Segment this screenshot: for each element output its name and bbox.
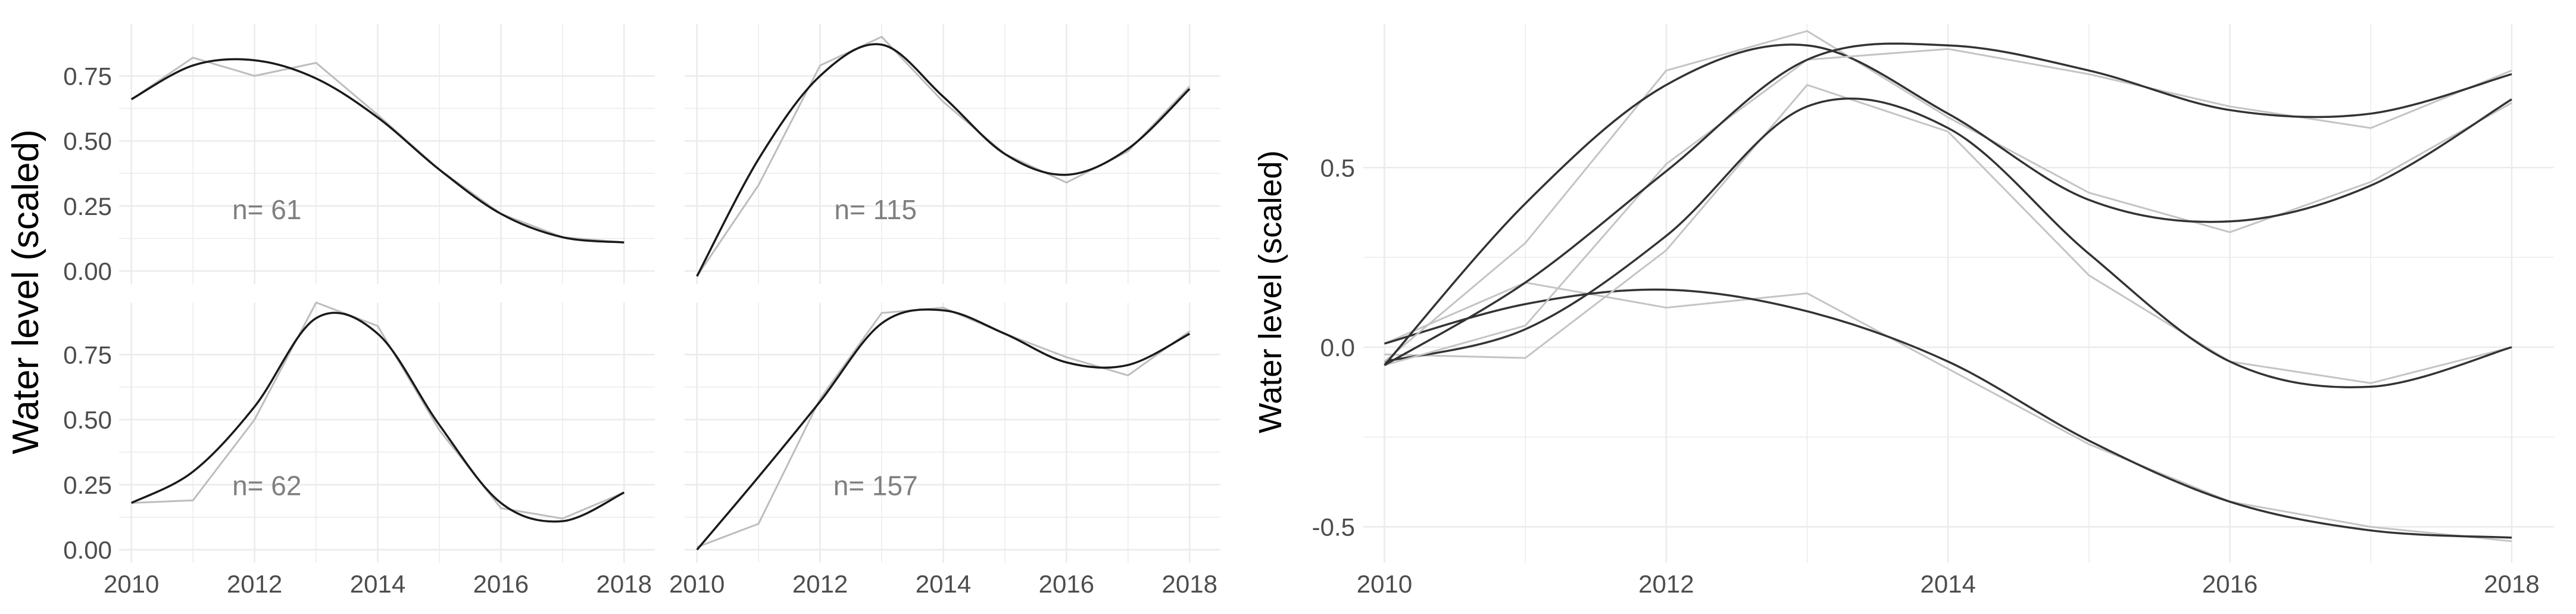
y-axis-title-left: Water level (scaled) [5,129,46,454]
panel-count-label: n= 157 [833,470,918,501]
x-tick-label: 2012 [1638,570,1694,598]
x-tick-label: 2016 [2202,570,2257,598]
facet-panel-3: n= 62 [119,301,655,563]
x-tick-label: 2014 [350,570,405,598]
raw-series-line-4 [1384,48,2512,366]
panel-count-label: n= 62 [232,470,301,501]
y-tick-label: 0.0 [1320,334,1355,361]
x-tick-label: 2010 [1357,570,1412,598]
smoothed-series-line-3 [1384,43,2512,366]
y-tick-label: 0.25 [63,192,112,220]
y-tick-label: 0.5 [1320,154,1355,182]
x-tick-label: 2018 [597,570,652,598]
y-tick-label: 0.75 [63,341,112,369]
raw-series-line-2 [1384,83,2512,384]
x-tick-label: 2010 [669,570,725,598]
smoothed-series-line-3 [130,311,625,523]
y-tick-label: 0.50 [63,406,112,434]
smoothed-series-line-4 [1384,42,2512,366]
x-tick-label: 2018 [1162,570,1217,598]
x-tick-label: 2014 [1921,570,1976,598]
smoothed-series-line-1 [1384,288,2512,539]
facet-panel-2: n= 115 [685,24,1220,284]
smoothed-series-line-1 [130,58,625,244]
raw-series-line-1 [130,57,625,244]
y-tick-label: 0.00 [63,536,112,564]
y-tick-label: 0.50 [63,127,112,155]
raw-series-line-3 [1384,30,2512,363]
x-tick-label: 2012 [792,570,848,598]
x-tick-label: 2012 [227,570,282,598]
smoothed-series-line-4 [696,308,1191,551]
x-tick-label: 2016 [473,570,529,598]
panel-count-label: n= 115 [834,194,917,225]
x-tick-label: 2016 [1039,570,1094,598]
y-tick-label: -0.5 [1312,513,1355,541]
y-tick-label: 0.00 [63,257,112,285]
y-axis-title-right: Water level (scaled) [1253,150,1288,433]
x-tick-label: 2010 [104,570,159,598]
panel-count-label: n= 61 [232,194,301,225]
y-tick-label: 0.75 [63,62,112,90]
smoothed-series-line-2 [696,43,1191,277]
raw-series-line-4 [697,307,1191,548]
raw-series-line-3 [131,301,625,520]
x-tick-label: 2014 [916,570,971,598]
x-tick-label: 2018 [2484,570,2539,598]
smoothed-series-line-2 [1384,97,2512,389]
raw-series-line-1 [1384,281,2512,543]
facet-panel-1: n= 61 [119,24,655,284]
facet-panel-4: n= 157 [685,303,1220,563]
combined-panel [1363,24,2554,563]
y-tick-label: 0.25 [63,471,112,499]
